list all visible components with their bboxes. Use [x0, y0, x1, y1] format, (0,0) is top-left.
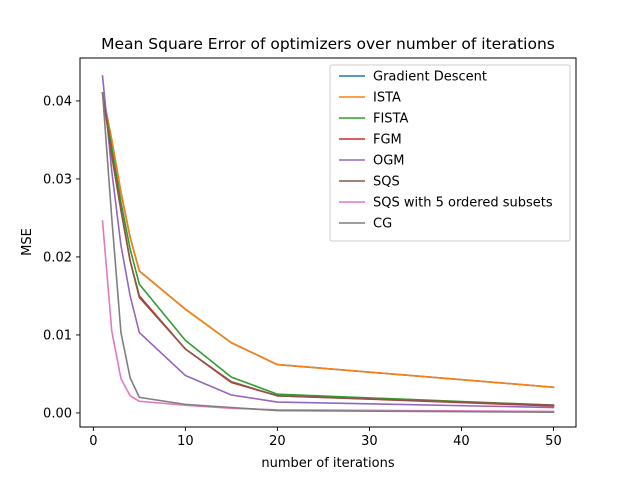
plot-frame	[79, 57, 577, 428]
series-line-7	[101, 92, 555, 413]
y-tick-label: 0.00	[43, 406, 72, 421]
legend-label-3: FGM	[373, 133, 402, 148]
x-tick-label: 40	[453, 434, 470, 449]
x-axis-label: number of iterations	[261, 456, 394, 471]
legend-label-6: SQS with 5 ordered subsets	[373, 196, 553, 211]
y-tick-label: 0.04	[43, 94, 72, 109]
x-tick-label: 50	[545, 434, 562, 449]
legend-label-1: ISTA	[373, 91, 401, 106]
legend-label-5: SQS	[373, 175, 400, 190]
series-line-4	[101, 75, 555, 409]
y-axis-label: MSE	[20, 228, 35, 256]
series-line-1	[101, 92, 555, 389]
y-tick-label: 0.02	[43, 250, 72, 265]
legend: Gradient Descent ISTA FISTA FGM OGM SQS SQS wi…	[329, 64, 571, 242]
legend-label-2: FISTA	[373, 112, 408, 127]
ticks-layer: 0 10 20 30 40 50 0.00 0.01 0.02 0.03 0.04	[43, 94, 562, 449]
series-line-5	[101, 92, 555, 406]
x-tick-label: 20	[269, 434, 286, 449]
legend-label-4: OGM	[373, 154, 405, 169]
legend-label-0: Gradient Descent	[373, 70, 487, 85]
series-layer	[101, 75, 555, 413]
y-tick-label: 0.03	[43, 172, 72, 187]
x-tick-label: 30	[361, 434, 378, 449]
legend-frame	[329, 64, 571, 242]
chart-title: Mean Square Error of optimizers over num…	[101, 35, 555, 53]
y-tick-label: 0.01	[43, 328, 72, 343]
legend-label-7: CG	[373, 217, 392, 232]
x-tick-label: 10	[177, 434, 194, 449]
x-tick-label: 0	[89, 434, 97, 449]
series-line-2	[101, 92, 555, 406]
